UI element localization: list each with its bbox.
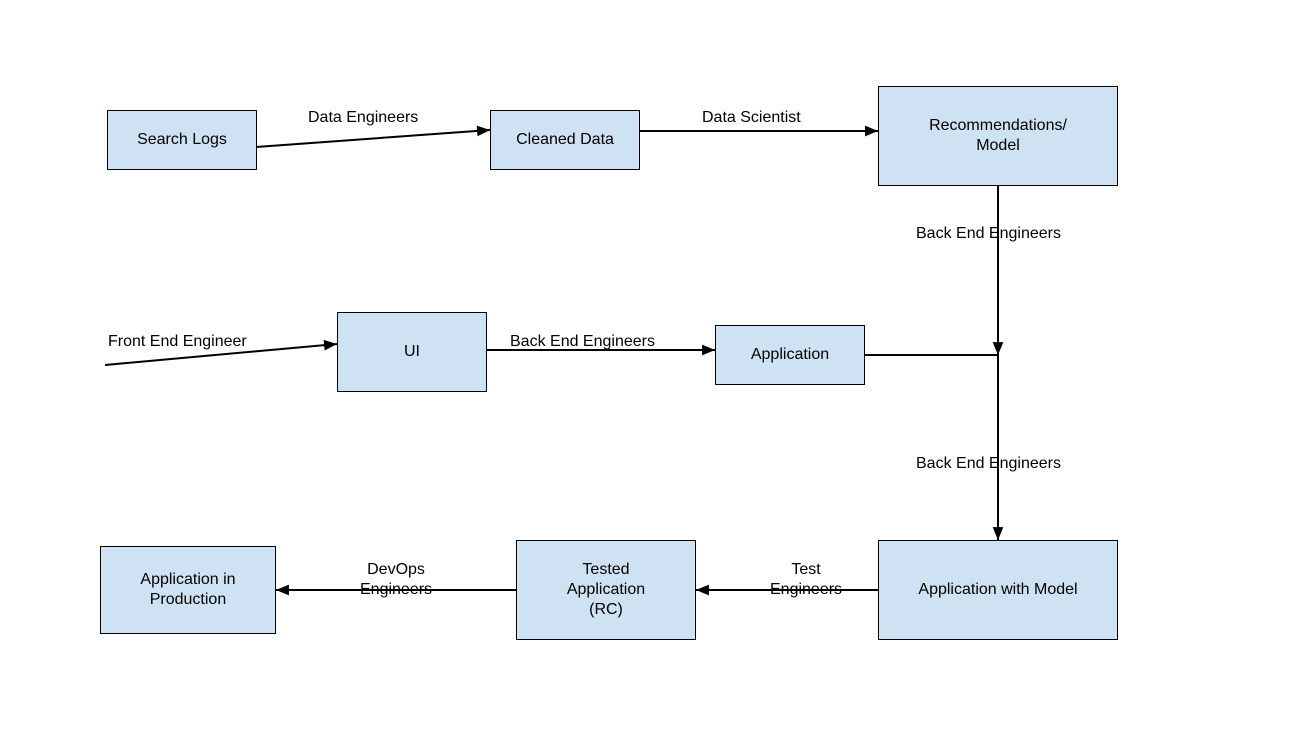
node-tested-rc: Tested Application (RC)	[516, 540, 696, 640]
node-label: UI	[404, 342, 420, 362]
node-app-in-prod: Application in Production	[100, 546, 276, 634]
edge-label-e2: Data Scientist	[702, 108, 801, 128]
edge-label-e8: Test Engineers	[770, 560, 842, 600]
node-app-with-model: Application with Model	[878, 540, 1118, 640]
node-ui: UI	[337, 312, 487, 392]
edge-label-e7: Back End Engineers	[916, 454, 1061, 474]
node-cleaned-data: Cleaned Data	[490, 110, 640, 170]
edge-e7	[993, 355, 1004, 540]
node-label: Cleaned Data	[516, 130, 614, 150]
edge-label-e9: DevOps Engineers	[360, 560, 432, 600]
edge-label-e3: Back End Engineers	[916, 224, 1061, 244]
node-label: Application with Model	[918, 580, 1077, 600]
edge-label-e5: Back End Engineers	[510, 332, 655, 352]
node-label: Tested Application (RC)	[567, 560, 645, 620]
edge-e3	[993, 186, 1004, 355]
node-application: Application	[715, 325, 865, 385]
edge-e1	[256, 126, 490, 147]
edge-label-e4: Front End Engineer	[108, 332, 247, 352]
edge-label-e1: Data Engineers	[308, 108, 418, 128]
node-label: Application	[751, 345, 829, 365]
node-label: Search Logs	[137, 130, 227, 150]
node-search-logs: Search Logs	[107, 110, 257, 170]
node-label: Application in Production	[140, 570, 235, 610]
node-recommendations: Recommendations/ Model	[878, 86, 1118, 186]
node-label: Recommendations/ Model	[929, 116, 1067, 156]
